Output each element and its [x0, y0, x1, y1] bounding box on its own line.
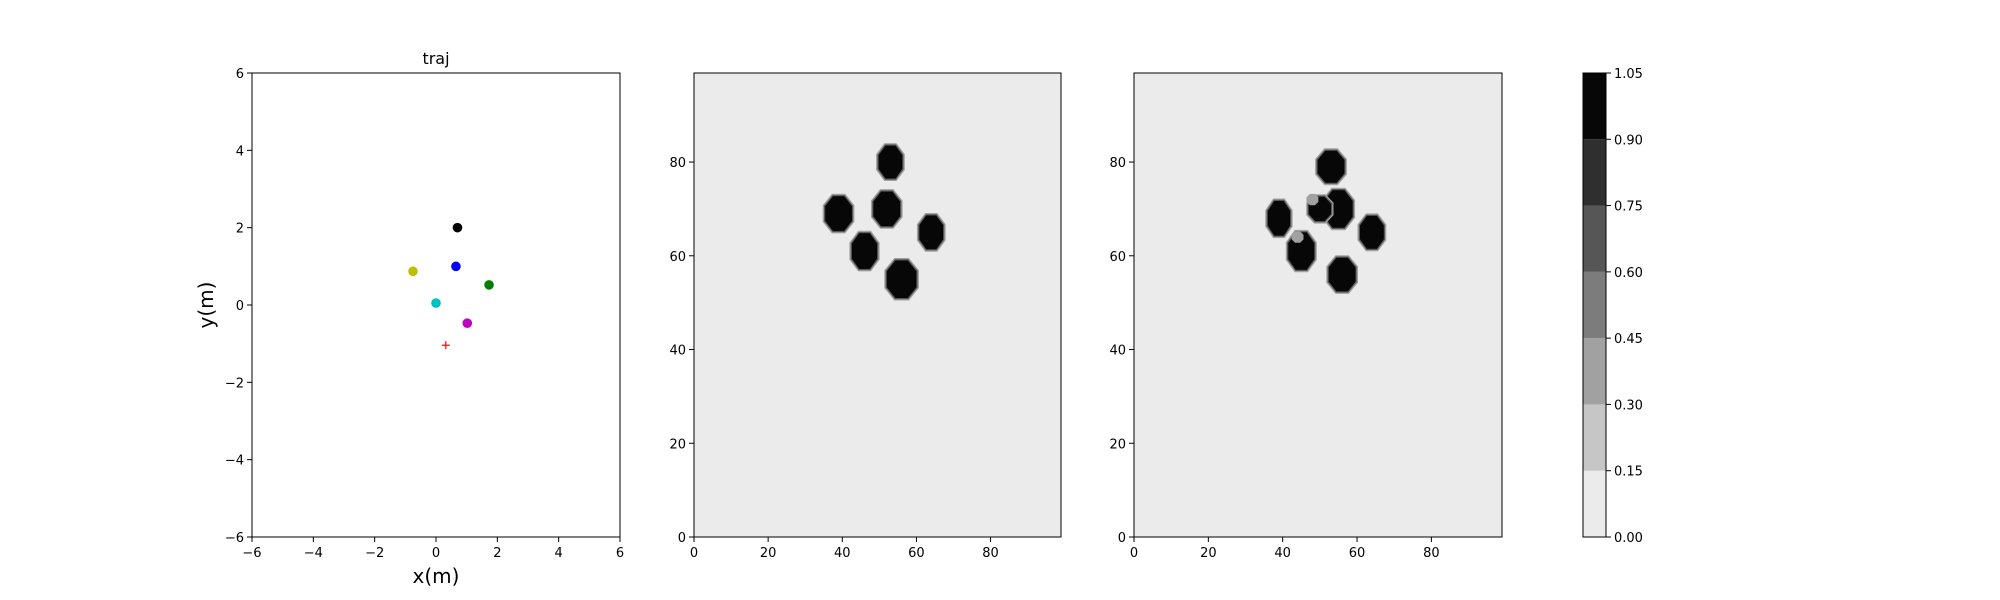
heatmap-1-frame [693, 72, 1062, 538]
x-tick-label: −2 [365, 546, 384, 561]
heatmap-1-blobs [822, 143, 946, 301]
x-tick-label: 60 [908, 546, 925, 561]
scatter-point [462, 318, 473, 328]
y-tick-label: 4 [236, 144, 244, 159]
x-tick-label: 0 [432, 546, 440, 561]
scatter-point [431, 298, 441, 308]
x-tick-label: 80 [1423, 546, 1440, 561]
heatmap-plot-1: 0 20 40 60 80 0 20 40 60 80 [669, 72, 1062, 561]
y-tick-label: 0 [678, 531, 686, 546]
traj-points [408, 222, 494, 350]
y-tick-label: 40 [669, 344, 686, 359]
colorbar-segment [1583, 139, 1606, 206]
heatmap-2-ticks: 0 20 40 60 80 0 20 40 60 80 [1109, 156, 1439, 561]
y-tick-label: 0 [1118, 531, 1126, 546]
x-tick-label: 60 [1349, 546, 1366, 561]
traj-ticks: −6 −4 −2 0 2 4 6 −6 −4 −2 0 2 4 6 [225, 67, 624, 561]
heatmap-2-blobs [1265, 148, 1387, 294]
colorbar-tick-label: 0.00 [1614, 531, 1643, 546]
colorbar-tick-label: 0.45 [1614, 332, 1643, 347]
colorbar-segment [1583, 404, 1606, 471]
heatmap-blob [1265, 198, 1293, 239]
heatmap-blob [876, 143, 905, 181]
heatmap-blob [1321, 187, 1356, 231]
x-tick-label: 20 [1200, 546, 1217, 561]
y-tick-label: 20 [669, 437, 686, 452]
scatter-point [441, 341, 450, 350]
heatmap-1-ticks: 0 20 40 60 80 0 20 40 60 80 [669, 156, 998, 561]
colorbar-segment [1583, 271, 1606, 339]
colorbar: 0.00 0.15 0.30 0.45 0.60 0.75 0.90 1.05 [1582, 67, 1643, 546]
x-tick-label: 80 [982, 546, 999, 561]
y-tick-label: −2 [225, 376, 244, 391]
heatmap-1-background [694, 73, 1061, 537]
y-tick-label: 20 [1109, 437, 1126, 452]
y-tick-label: −4 [225, 454, 244, 469]
colorbar-tick-label: 1.05 [1614, 67, 1643, 82]
heatmap-blob [1315, 148, 1347, 186]
heatmap-blob [1306, 193, 1319, 206]
y-tick-label: 6 [236, 67, 244, 82]
scatter-point [408, 266, 418, 277]
x-tick-label: −6 [242, 546, 261, 561]
traj-ylabel: y(m) [194, 282, 218, 329]
colorbar-segment [1583, 470, 1606, 537]
x-tick-label: 20 [760, 546, 777, 561]
y-tick-label: 60 [1109, 250, 1126, 265]
heatmap-2-background [1134, 73, 1502, 537]
heatmap-blob [822, 193, 855, 234]
x-tick-label: 2 [493, 546, 501, 561]
heatmap-blob [1357, 213, 1387, 252]
heatmap-blob [1326, 255, 1358, 294]
colorbar-frame [1582, 72, 1607, 538]
y-tick-label: 80 [669, 156, 686, 171]
heatmap-blob [884, 258, 919, 301]
y-tick-label: 2 [236, 222, 244, 237]
heatmap-blob [916, 213, 946, 252]
colorbar-segment [1583, 338, 1606, 405]
colorbar-tick-label: 0.15 [1614, 465, 1643, 480]
y-tick-label: 60 [669, 250, 686, 265]
heatmap-plot-2: 0 20 40 60 80 0 20 40 60 80 [1109, 72, 1503, 561]
traj-title: traj [422, 49, 449, 68]
y-tick-label: 0 [236, 299, 244, 314]
colorbar-tick-label: 0.60 [1614, 266, 1643, 281]
traj-xlabel: x(m) [413, 564, 460, 588]
y-tick-label: −6 [225, 531, 244, 546]
scatter-point [484, 280, 494, 290]
colorbar-tick-label: 0.90 [1614, 133, 1643, 148]
colorbar-tick-label: 0.75 [1614, 200, 1643, 215]
traj-plot: traj −6 −4 −2 0 2 4 6 −6 −4 −2 0 2 4 6 x(m) y(m) [194, 49, 624, 588]
x-tick-label: 0 [690, 546, 698, 561]
colorbar-segment [1583, 73, 1606, 140]
x-tick-label: 6 [616, 546, 624, 561]
colorbar-tick-label: 0.30 [1614, 398, 1643, 413]
heatmap-blob [870, 189, 903, 229]
scatter-point [451, 261, 461, 272]
heatmap-blob [1291, 231, 1304, 243]
scatter-point [452, 222, 463, 233]
y-tick-label: 40 [1109, 344, 1126, 359]
x-tick-label: 40 [1274, 546, 1291, 561]
x-tick-label: 40 [834, 546, 851, 561]
heatmap-2-frame [1133, 72, 1503, 538]
x-tick-label: 0 [1130, 546, 1138, 561]
y-tick-label: 80 [1109, 156, 1126, 171]
heatmap-blob [849, 230, 880, 272]
x-tick-label: −4 [304, 546, 323, 561]
colorbar-segment [1583, 205, 1606, 272]
x-tick-label: 4 [555, 546, 563, 561]
